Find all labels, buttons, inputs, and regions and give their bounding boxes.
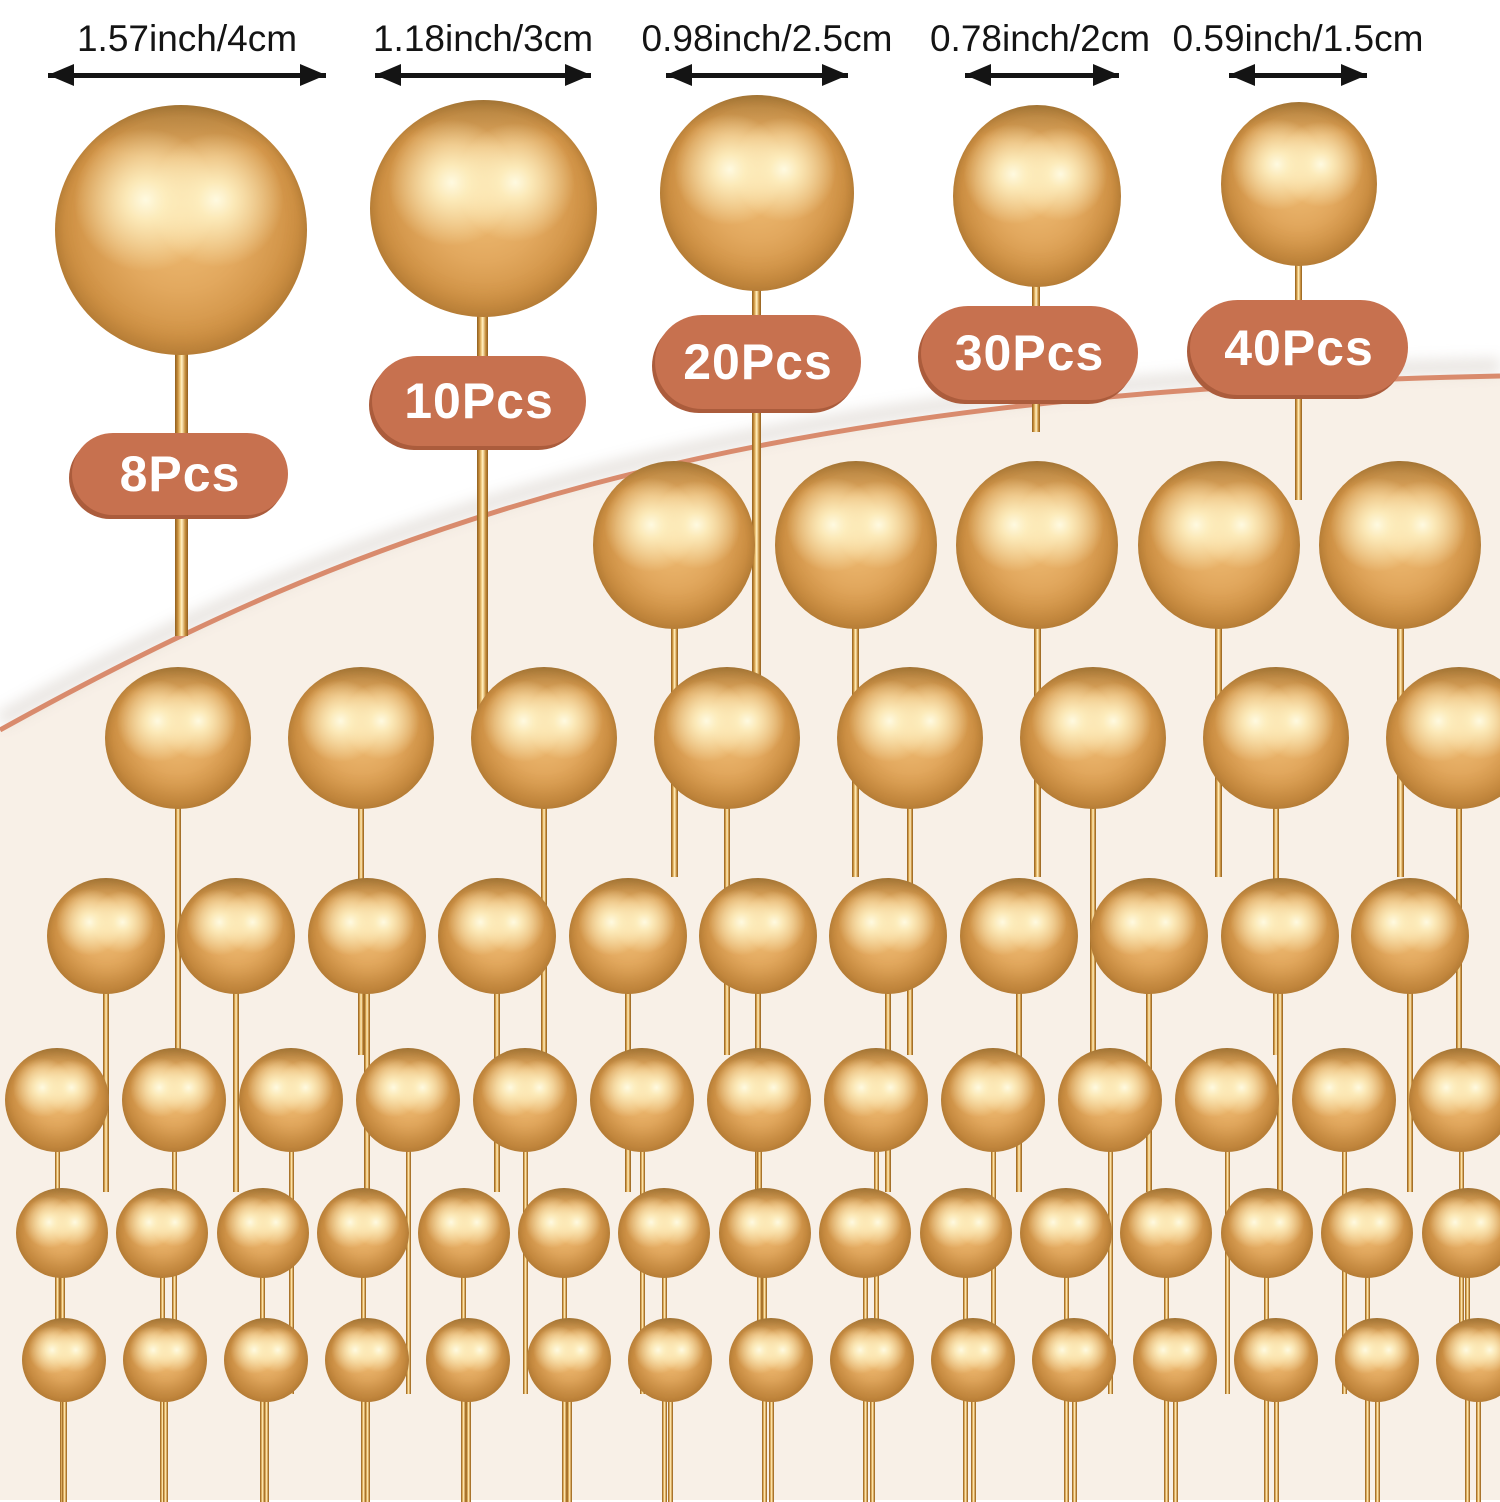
backdrop-curve-shadow: [0, 358, 1500, 727]
backdrop-curve-line: [0, 373, 1500, 733]
backdrop-curve-fill: [0, 376, 1500, 1500]
